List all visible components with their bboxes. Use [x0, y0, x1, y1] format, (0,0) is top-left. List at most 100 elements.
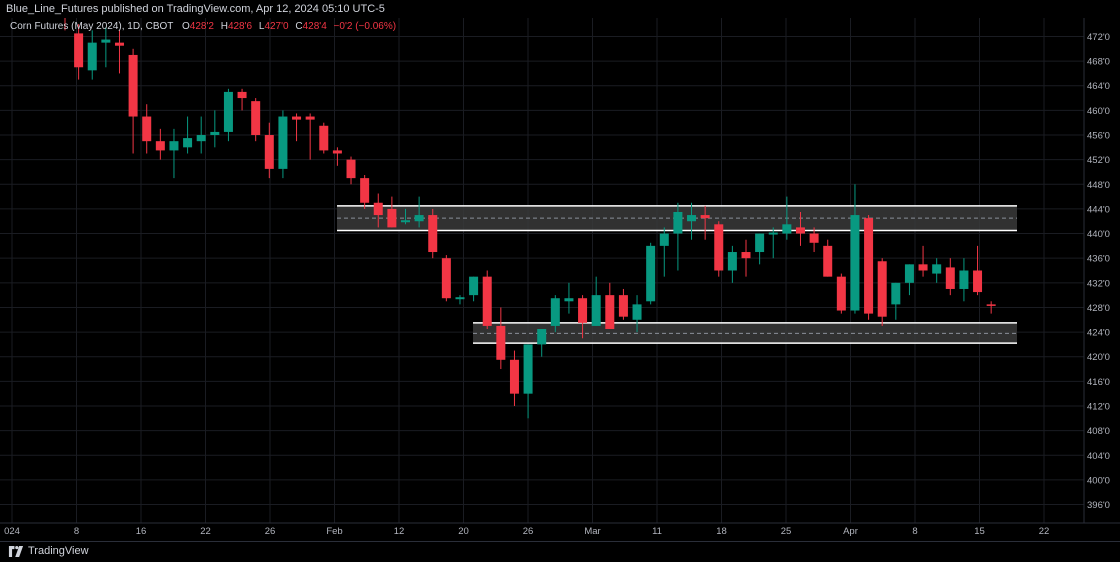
candle[interactable] [373, 193, 383, 228]
candle[interactable] [61, 18, 70, 31]
candle-body [591, 295, 601, 326]
candle[interactable] [387, 196, 397, 228]
candle[interactable] [673, 202, 683, 271]
candle[interactable] [101, 27, 111, 68]
time-tick-label: 22 [1039, 526, 1050, 537]
candle[interactable] [332, 147, 342, 166]
candle-body [918, 264, 928, 271]
candle[interactable] [87, 30, 97, 80]
candle[interactable] [183, 116, 193, 154]
candle[interactable] [319, 122, 329, 154]
candle[interactable] [414, 196, 424, 228]
candle-body [727, 252, 737, 271]
candle[interactable] [278, 110, 288, 179]
candle[interactable] [469, 276, 479, 302]
candle[interactable] [727, 245, 737, 283]
candle[interactable] [210, 110, 220, 148]
time-tick-label: 22 [200, 526, 211, 537]
candle-body [114, 42, 124, 46]
candle-body [183, 138, 193, 148]
candle[interactable] [237, 88, 247, 111]
candle[interactable] [564, 282, 574, 314]
candle[interactable] [782, 196, 792, 240]
candle-body [128, 54, 138, 117]
support-resistance-zones [337, 205, 1017, 344]
candle[interactable] [455, 295, 465, 305]
candle[interactable] [114, 30, 124, 74]
grid-lines [0, 18, 1084, 523]
candle[interactable] [646, 242, 656, 305]
candle[interactable] [401, 208, 410, 225]
candle[interactable] [196, 116, 206, 154]
candle[interactable] [959, 258, 969, 302]
candle-body [632, 304, 642, 320]
candle[interactable] [932, 258, 942, 283]
candle[interactable] [795, 211, 805, 246]
candle-body [646, 245, 656, 302]
candle-body [537, 329, 547, 345]
candle[interactable] [142, 104, 152, 154]
candle[interactable] [251, 98, 261, 142]
candle[interactable] [605, 282, 615, 330]
candle[interactable] [864, 215, 874, 320]
candle[interactable] [618, 288, 628, 320]
candle[interactable] [74, 24, 84, 80]
candle[interactable] [537, 329, 547, 357]
candle-body [142, 116, 152, 142]
legend-change: −0'2 (−0.06%) [334, 21, 397, 32]
candle[interactable] [292, 113, 302, 142]
candle[interactable] [741, 239, 751, 277]
candle[interactable] [986, 301, 996, 314]
candle[interactable] [755, 233, 765, 265]
candle[interactable] [482, 270, 492, 330]
price-axis[interactable]: 472'0 468'0 464'0 460'0 456'0 452'0 448'0 444'0… [1087, 32, 1110, 511]
candle[interactable] [360, 175, 370, 209]
tradingview-brand[interactable]: TradingView [8, 545, 89, 557]
candle[interactable] [850, 184, 860, 314]
candle[interactable] [550, 295, 560, 333]
legend-close-label: C [295, 21, 302, 32]
candle-body [278, 116, 288, 169]
candle[interactable] [169, 128, 179, 179]
candle[interactable] [591, 276, 601, 326]
candle[interactable] [891, 282, 901, 320]
candle[interactable] [836, 273, 846, 314]
candlestick-chart[interactable]: 472'0 468'0 464'0 460'0 456'0 452'0 448'0 444'0… [0, 18, 1120, 541]
candle[interactable] [155, 128, 165, 160]
candle[interactable] [945, 258, 955, 296]
candle[interactable] [700, 205, 710, 240]
candle[interactable] [973, 245, 983, 296]
price-tick-label: 472'0 [1087, 32, 1110, 43]
candle[interactable] [714, 221, 724, 277]
candle[interactable] [687, 202, 697, 240]
candle-body [373, 202, 383, 216]
candle[interactable] [428, 208, 438, 259]
candle[interactable] [496, 307, 506, 370]
price-tick-label: 452'0 [1087, 155, 1110, 166]
candle-body [87, 42, 97, 71]
candle-body [673, 211, 683, 234]
candle[interactable] [346, 156, 356, 185]
chart-background [0, 18, 1120, 541]
candle[interactable] [441, 255, 451, 302]
candle[interactable] [128, 48, 138, 154]
candle[interactable] [659, 227, 669, 277]
candle[interactable] [509, 350, 519, 406]
candle[interactable] [578, 295, 588, 339]
candle-body [687, 215, 697, 222]
candle[interactable] [523, 344, 533, 419]
time-axis[interactable]: 024 8 16 22 26 Feb 12 20 26 Mar 11 18 25 Apr 8 15 22 [4, 526, 1049, 537]
candle[interactable] [768, 227, 778, 259]
candle[interactable] [904, 264, 914, 296]
candle-body [74, 33, 84, 68]
candle[interactable] [918, 245, 928, 277]
candle[interactable] [632, 295, 642, 333]
candle[interactable] [305, 113, 315, 160]
legend-low-label: L [259, 21, 265, 32]
candle[interactable] [264, 122, 274, 179]
candle[interactable] [877, 258, 887, 326]
candle[interactable] [809, 227, 819, 253]
candle[interactable] [823, 239, 833, 277]
candle[interactable] [223, 88, 233, 142]
candles[interactable] [61, 18, 996, 419]
